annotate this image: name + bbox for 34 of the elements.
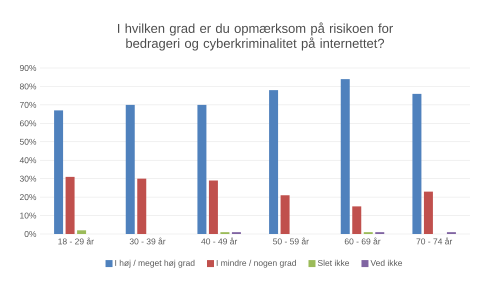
bar — [197, 104, 206, 234]
legend-label: Slet ikke — [318, 260, 350, 266]
y-tick-label: 50% — [20, 138, 36, 145]
y-tick-label: 30% — [20, 176, 36, 182]
y-tick-label: 70% — [20, 102, 36, 108]
bar — [280, 195, 290, 234]
bar — [137, 178, 146, 234]
bar — [77, 230, 86, 234]
x-tick-label: 18 - 29 år — [58, 238, 94, 244]
x-tick-label: 30 - 39 år — [130, 238, 166, 244]
x-tick-label: 70 - 74 år — [416, 238, 452, 244]
bar — [269, 90, 278, 234]
y-tick-label: 0% — [24, 231, 36, 237]
bar — [340, 79, 350, 234]
y-tick-label: 20% — [20, 194, 36, 200]
bar — [424, 192, 433, 234]
x-tick-label: 50 - 59 år — [273, 238, 309, 244]
y-tick-label: 90% — [20, 65, 36, 71]
bar — [126, 104, 135, 234]
x-tick-label: 40 - 49 år — [201, 238, 238, 244]
legend-label: I høj / meget høj grad — [115, 260, 194, 268]
x-tick-label: 60 - 69 år — [344, 238, 380, 244]
y-tick-label: 80% — [20, 83, 36, 90]
y-tick-label: 40% — [20, 157, 36, 164]
bar — [412, 94, 422, 234]
bar — [352, 206, 362, 234]
chart-title: I hvilken grad er du opmærksom på risikoen for bedrageri og cyberkriminalitet på internettet? — [118, 22, 393, 50]
legend-label: I mindre / nogen grad — [216, 260, 296, 268]
y-tick-label: 60% — [20, 120, 36, 126]
y-tick-label: 10% — [20, 212, 36, 219]
bar — [66, 176, 75, 234]
bar — [54, 110, 64, 234]
bar — [208, 180, 218, 234]
legend-label: Ved ikke — [370, 260, 402, 266]
